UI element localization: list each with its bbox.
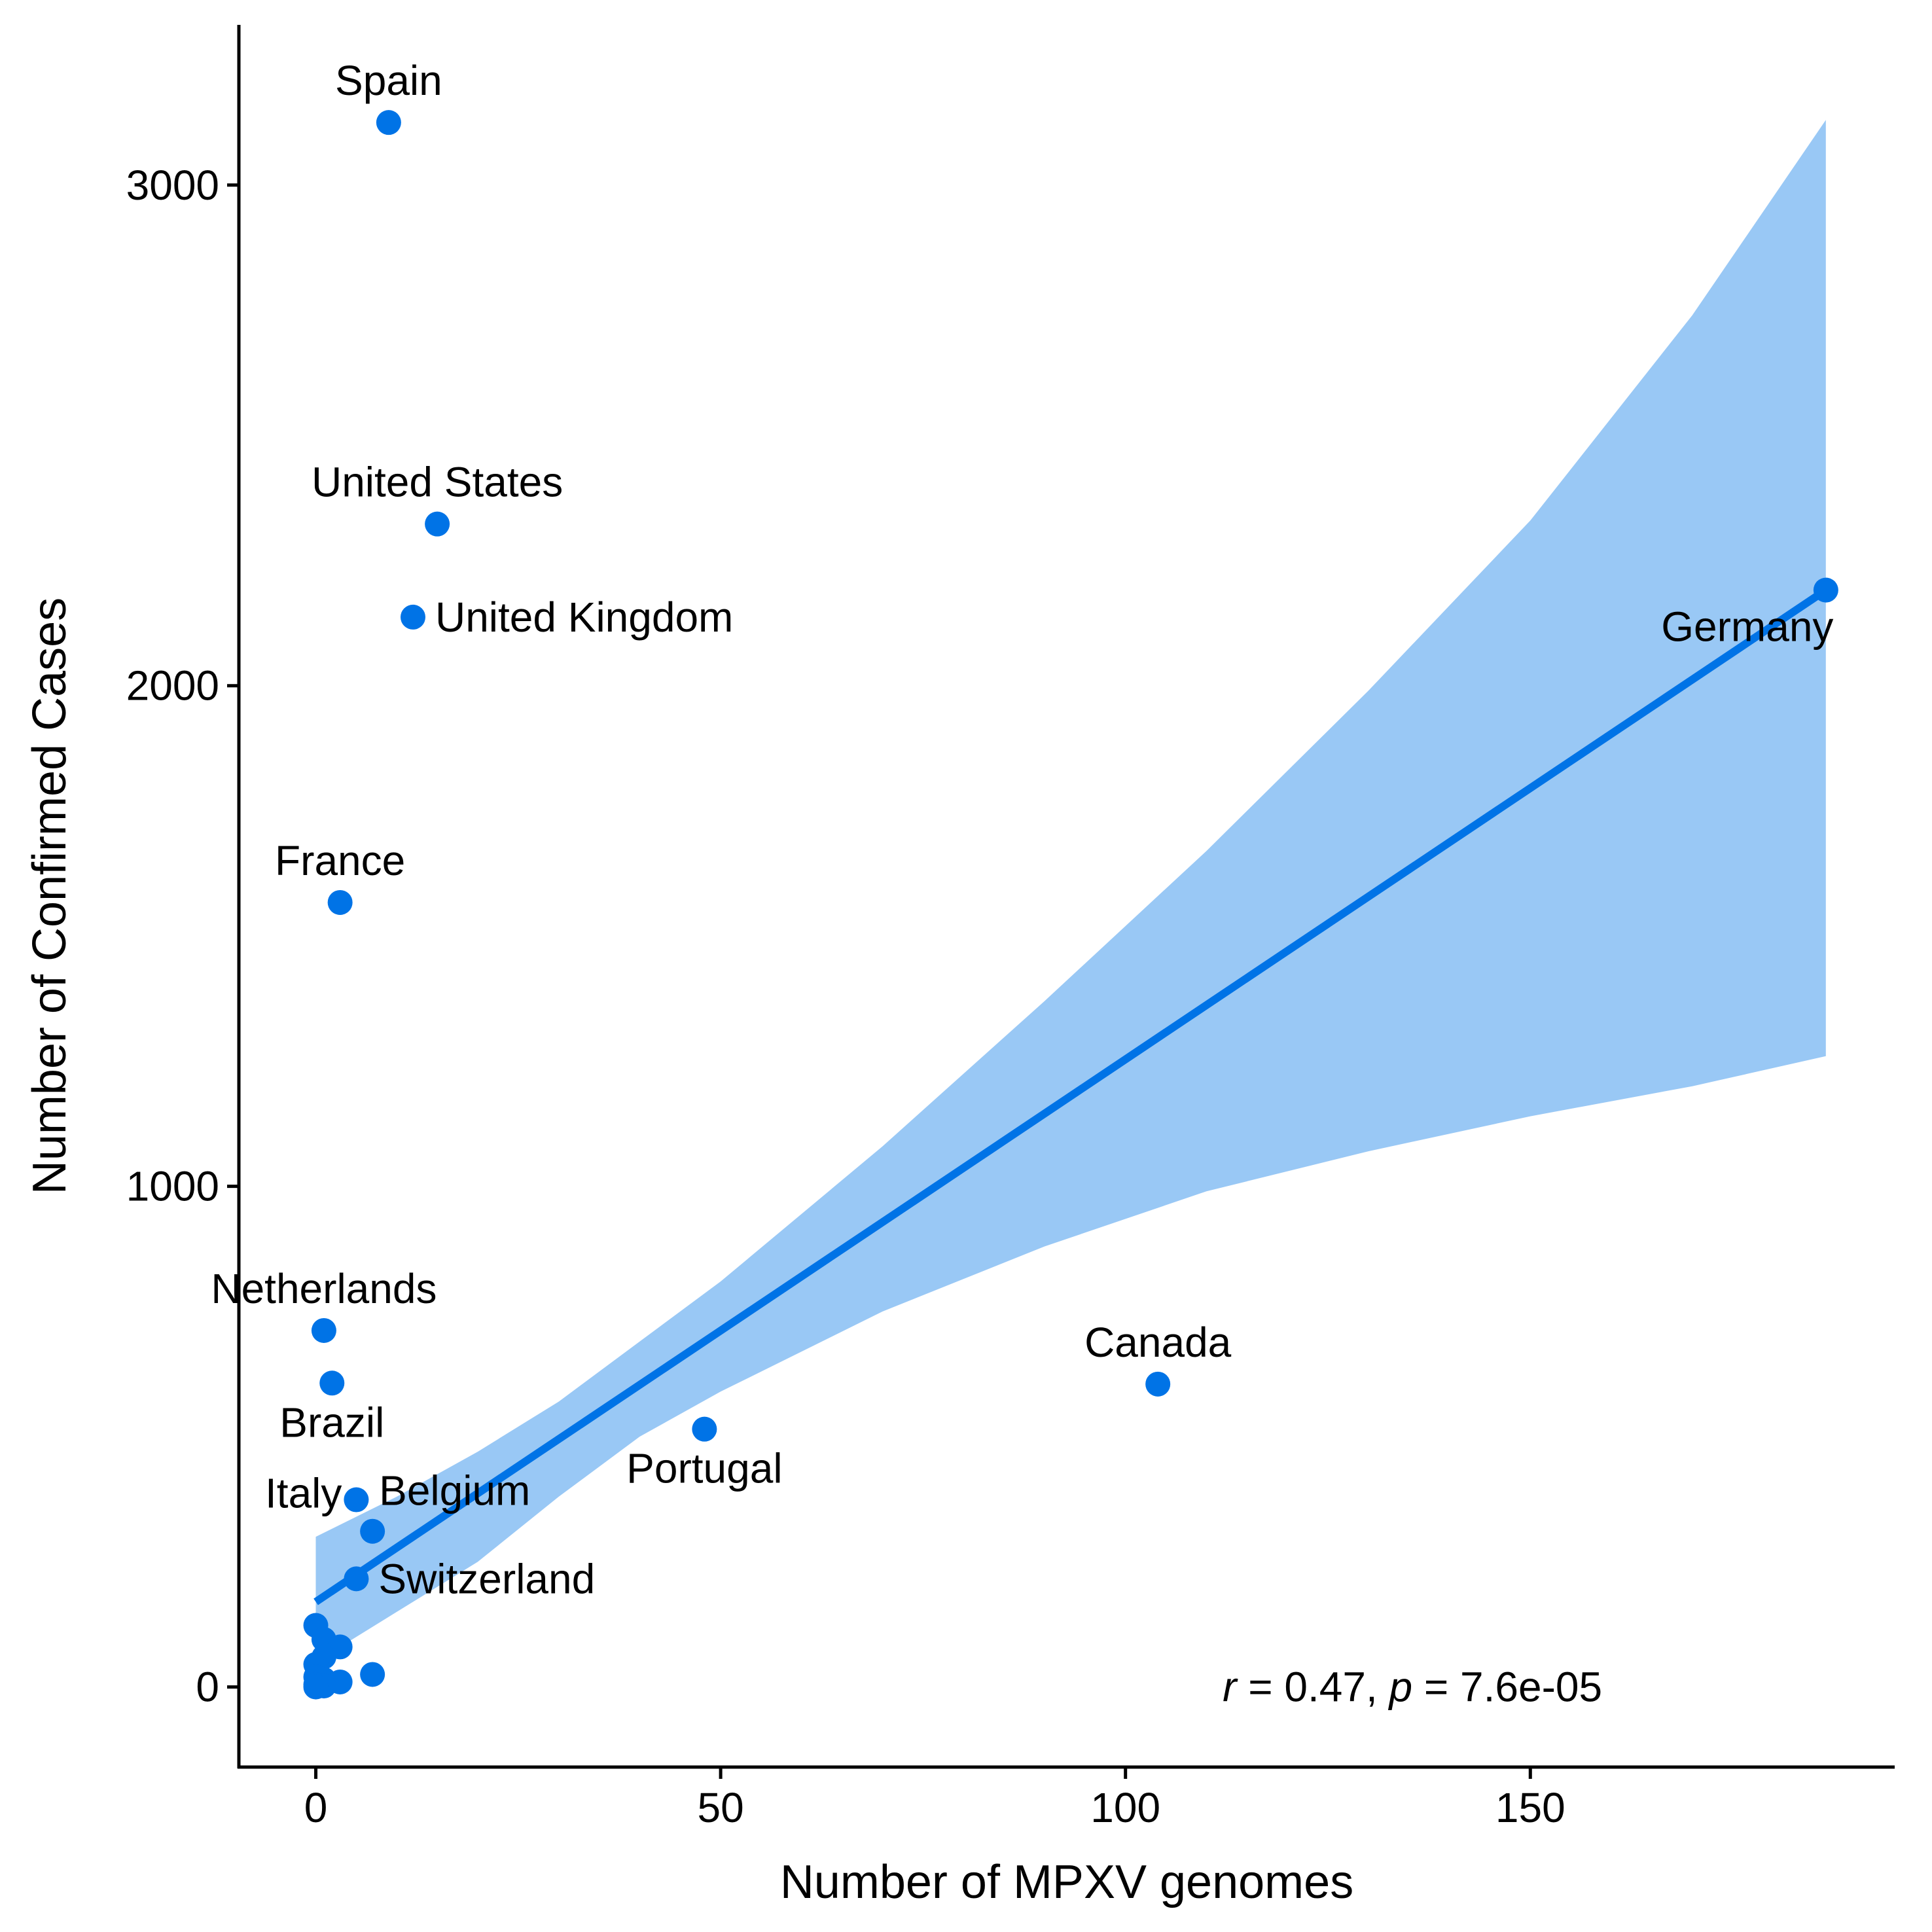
data-point-canada xyxy=(1145,1371,1171,1397)
data-point-united-kingdom xyxy=(400,604,425,630)
x-tick-label: 100 xyxy=(1090,1784,1160,1831)
data-point xyxy=(360,1662,385,1687)
point-label-brazil: Brazil xyxy=(279,1399,384,1446)
y-tick-label: 3000 xyxy=(126,162,219,209)
y-tick-label: 0 xyxy=(196,1664,219,1711)
point-label-france: France xyxy=(275,837,405,884)
data-point-portugal xyxy=(692,1416,717,1442)
regression-line xyxy=(313,586,1829,1605)
point-label-switzerland: Switzerland xyxy=(378,1555,595,1602)
x-tick-label: 150 xyxy=(1495,1784,1565,1831)
y-tick-label: 2000 xyxy=(126,662,219,709)
data-point-spain xyxy=(376,110,401,135)
point-label-portugal: Portugal xyxy=(626,1445,782,1492)
confidence-band-layer xyxy=(315,120,1826,1662)
x-tick-label: 0 xyxy=(304,1784,328,1831)
point-label-italy: Italy xyxy=(265,1470,342,1517)
data-point-switzerland xyxy=(344,1566,369,1592)
data-point-france xyxy=(327,889,353,915)
point-label-united-states: United States xyxy=(312,459,563,506)
y-axis-title: Number of Confirmed Cases xyxy=(24,598,76,1194)
x-axis-title: Number of MPXV genomes xyxy=(780,1856,1353,1908)
point-label-spain: Spain xyxy=(335,57,442,104)
point-label-canada: Canada xyxy=(1084,1319,1232,1366)
point-label-netherlands: Netherlands xyxy=(211,1265,437,1312)
point-label-germany: Germany xyxy=(1661,603,1833,651)
data-point-netherlands xyxy=(311,1317,336,1343)
data-point-brazil xyxy=(319,1370,345,1396)
point-labels-layer: Spain United States United Kingdom Germany F… xyxy=(211,57,1833,1602)
axes-layer: 0 50 100 150 0 1000 2000 3000 xyxy=(126,25,1895,1831)
data-points-layer xyxy=(303,110,1838,1700)
data-point-united-states xyxy=(425,511,450,537)
data-point-italy xyxy=(344,1487,369,1512)
x-tick-label: 50 xyxy=(698,1784,744,1831)
p-symbol: p xyxy=(1388,1664,1413,1711)
data-point xyxy=(303,1674,329,1700)
r-symbol: r xyxy=(1223,1664,1238,1711)
fit-line-layer xyxy=(313,586,1829,1605)
data-point-germany xyxy=(1813,577,1838,603)
data-point-belgium xyxy=(360,1518,385,1544)
p-value: = 7.6e-05 xyxy=(1412,1664,1602,1711)
confidence-band xyxy=(315,120,1826,1662)
point-label-united-kingdom: United Kingdom xyxy=(435,594,733,641)
correlation-annotation: r = 0.47, p = 7.6e-05 xyxy=(1223,1664,1602,1711)
point-label-belgium: Belgium xyxy=(379,1467,530,1514)
y-tick-label: 1000 xyxy=(126,1163,219,1210)
r-value: = 0.47, xyxy=(1236,1664,1389,1711)
